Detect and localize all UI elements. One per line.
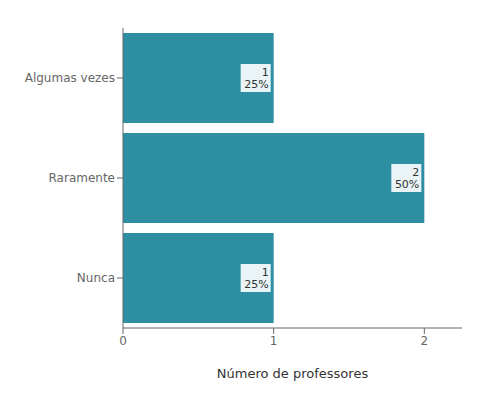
svg-text:1: 1 xyxy=(270,334,278,348)
svg-text:Algumas vezes: Algumas vezes xyxy=(25,71,115,85)
svg-text:250%: 250% xyxy=(395,166,419,191)
svg-text:Número de professores: Número de professores xyxy=(217,366,369,381)
svg-text:Raramente: Raramente xyxy=(49,171,115,185)
svg-text:0: 0 xyxy=(119,334,127,348)
svg-text:Nunca: Nunca xyxy=(77,271,115,285)
svg-text:125%: 125% xyxy=(244,266,268,291)
svg-text:2: 2 xyxy=(421,334,429,348)
svg-text:125%: 125% xyxy=(244,66,268,91)
